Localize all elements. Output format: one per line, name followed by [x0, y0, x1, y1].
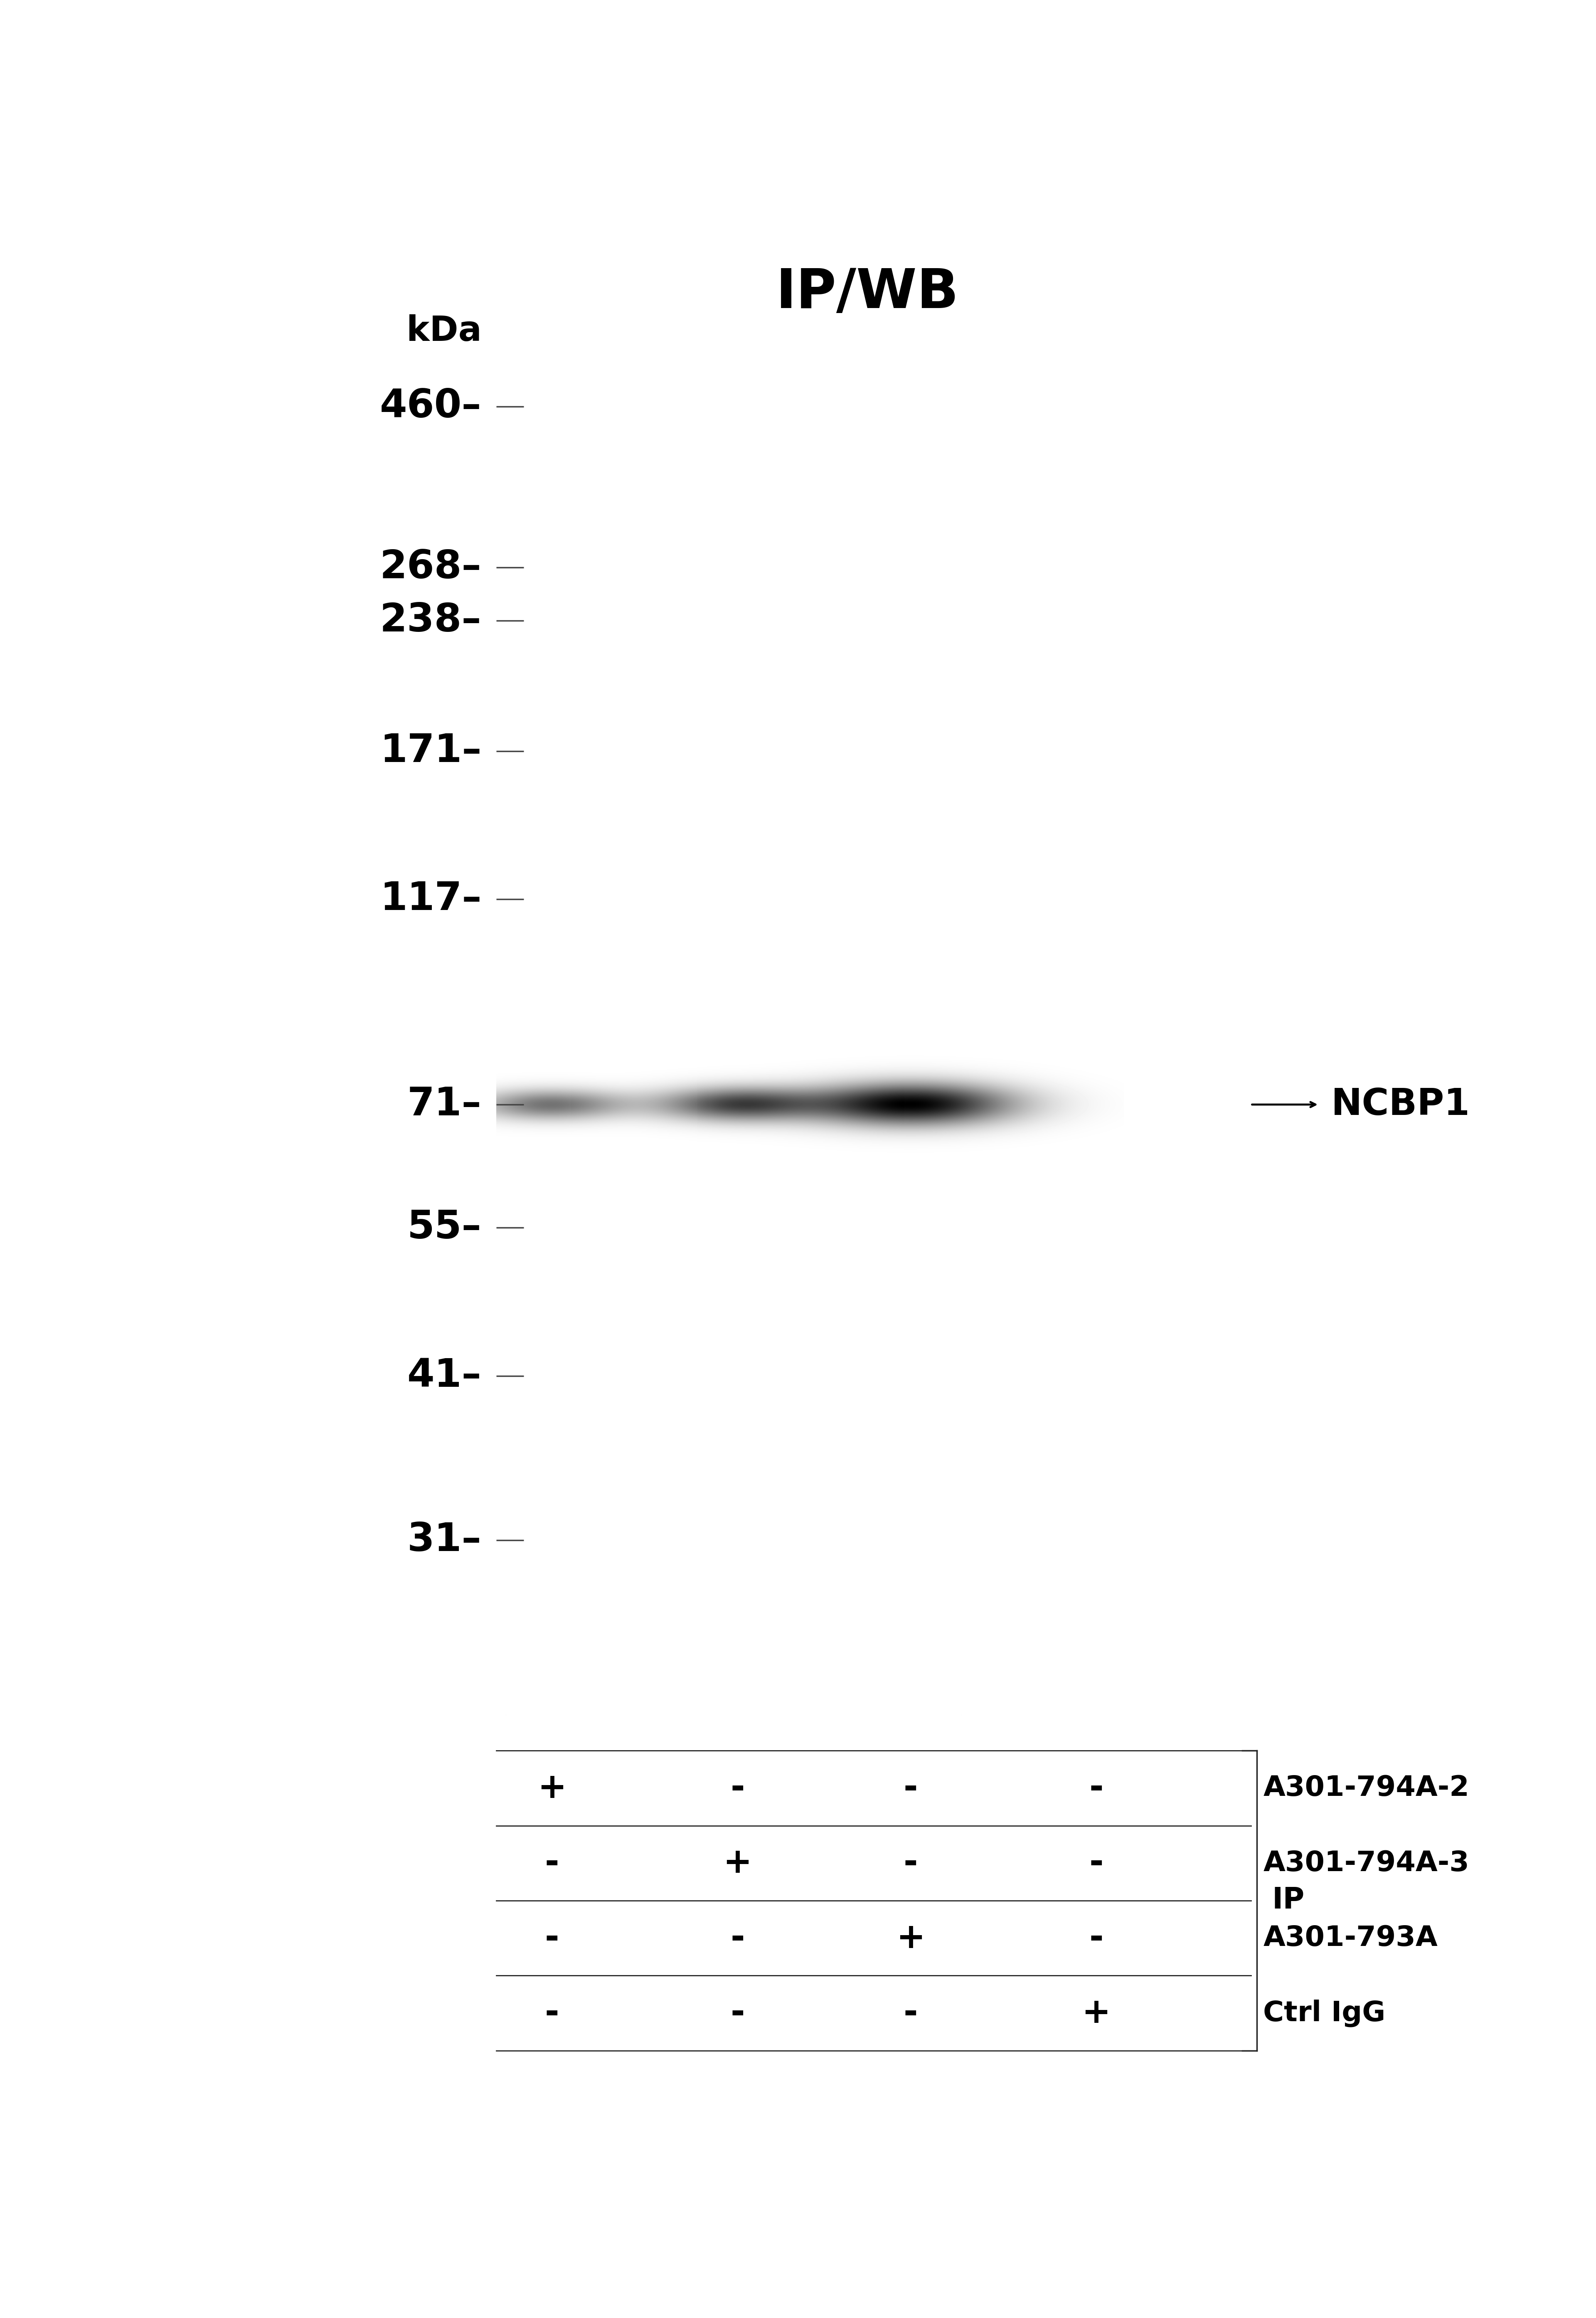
Text: A301-793A: A301-793A [1264, 1924, 1438, 1952]
Text: -: - [903, 1845, 918, 1880]
Text: kDa: kDa [407, 315, 482, 348]
Text: IP/WB: IP/WB [776, 267, 959, 320]
Text: +: + [538, 1771, 567, 1806]
Text: -: - [903, 1996, 918, 2031]
Text: -: - [731, 1771, 745, 1806]
Text: +: + [723, 1845, 752, 1880]
Text: 31–: 31– [407, 1521, 482, 1560]
Text: -: - [1088, 1771, 1103, 1806]
Text: NCBP1: NCBP1 [1331, 1087, 1470, 1122]
Text: 460–: 460– [380, 387, 482, 427]
Text: 71–: 71– [407, 1085, 482, 1124]
Text: -: - [544, 1996, 559, 2031]
Text: 171–: 171– [380, 732, 482, 770]
Text: Ctrl IgG: Ctrl IgG [1264, 1998, 1385, 2026]
Text: -: - [544, 1922, 559, 1954]
Text: -: - [731, 1996, 745, 2031]
Bar [496, 359, 1238, 1715]
Text: 238–: 238– [380, 603, 482, 640]
Text: A301-794A-3: A301-794A-3 [1264, 1850, 1470, 1878]
Text: 117–: 117– [380, 881, 482, 918]
Text: 55–: 55– [407, 1208, 482, 1247]
Text: -: - [903, 1771, 918, 1806]
Text: A301-794A-2: A301-794A-2 [1264, 1776, 1470, 1801]
Text: +: + [1082, 1996, 1111, 2031]
Text: 268–: 268– [380, 547, 482, 586]
Text: -: - [1088, 1845, 1103, 1880]
Text: -: - [731, 1922, 745, 1954]
Text: 41–: 41– [407, 1356, 482, 1395]
Text: IP: IP [1272, 1887, 1304, 1915]
Text: +: + [897, 1922, 926, 1954]
Text: -: - [1088, 1922, 1103, 1954]
Text: -: - [544, 1845, 559, 1880]
